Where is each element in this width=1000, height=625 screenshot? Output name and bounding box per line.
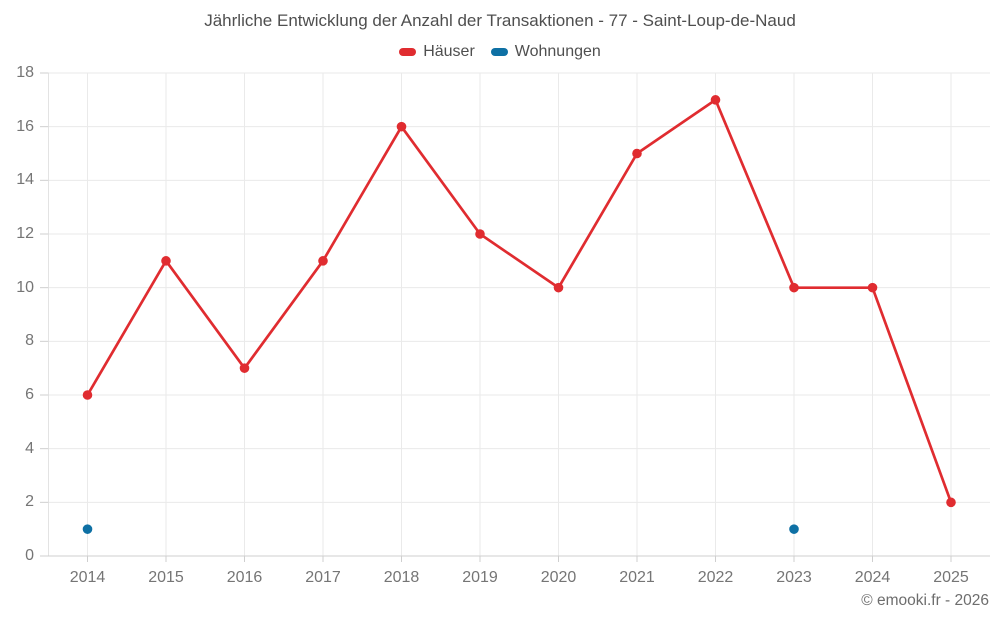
legend: Häuser Wohnungen [0,43,1000,61]
x-axis-label-2015: 2015 [148,569,184,586]
y-axis-label-14: 14 [16,171,34,189]
y-axis-label-0: 0 [25,547,34,564]
data-point-hauser-2023[interactable] [789,282,799,293]
legend-label-wohnungen: Wohnungen [514,43,601,60]
data-point-hauser-2020[interactable] [553,282,564,293]
legend-label-hauser: Häuser [423,43,475,60]
legend-swatch-wohnungen [490,48,508,56]
x-axis-label-2019: 2019 [462,569,498,586]
data-point-hauser-2021[interactable] [632,148,642,159]
y-axis-label-2: 2 [25,493,34,511]
x-axis-label-2024: 2024 [854,569,891,586]
x-axis-label-2017: 2017 [305,569,341,586]
data-point-hauser-2019[interactable] [475,229,485,239]
y-axis-label-16: 16 [16,117,34,135]
data-point-hauser-2025[interactable] [946,497,956,508]
y-axis-label-18: 18 [16,64,34,81]
x-axis-label-2023: 2023 [776,569,812,586]
legend-item-wohnungen[interactable]: Wohnungen [490,43,601,61]
x-axis-label-2025: 2025 [933,569,969,586]
data-point-hauser-2016[interactable] [239,363,250,373]
x-axis-label-2014: 2014 [69,569,106,586]
series-line-hauser [86,98,953,504]
y-axis-label-8: 8 [25,332,34,350]
chart-title: Jährliche Entwicklung der Anzahl der Tra… [204,11,796,30]
data-point-hauser-2017[interactable] [318,256,328,266]
legend-item-hauser[interactable]: Häuser [399,43,475,61]
legend-swatch-hauser [399,48,417,56]
data-point-wohnungen-2014[interactable] [82,524,93,534]
y-axis-label-10: 10 [16,278,34,296]
data-point-wohnungen-2023[interactable] [789,524,799,534]
data-point-hauser-2018[interactable] [396,121,407,132]
data-point-hauser-2022[interactable] [710,95,721,105]
x-axis-label-2020: 2020 [540,569,577,586]
x-axis-label-2016: 2016 [226,569,263,586]
x-axis-label-2022: 2022 [697,569,734,586]
y-axis-label-4: 4 [25,439,34,457]
y-axis-label-12: 12 [16,225,34,242]
y-axis-label-6: 6 [25,386,34,403]
x-axis-label-2021: 2021 [619,569,655,586]
data-point-hauser-2014[interactable] [82,390,93,400]
x-axis-label-2018: 2018 [383,569,420,586]
copyright-notice: © emooki.fr - 2026 [861,592,989,609]
data-point-hauser-2015[interactable] [161,256,171,266]
data-point-hauser-2024[interactable] [867,282,878,293]
